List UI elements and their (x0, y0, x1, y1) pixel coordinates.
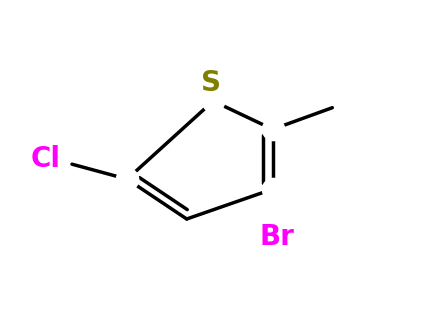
Text: S: S (201, 69, 221, 97)
Text: Cl: Cl (31, 145, 60, 173)
Text: Br: Br (260, 223, 294, 251)
